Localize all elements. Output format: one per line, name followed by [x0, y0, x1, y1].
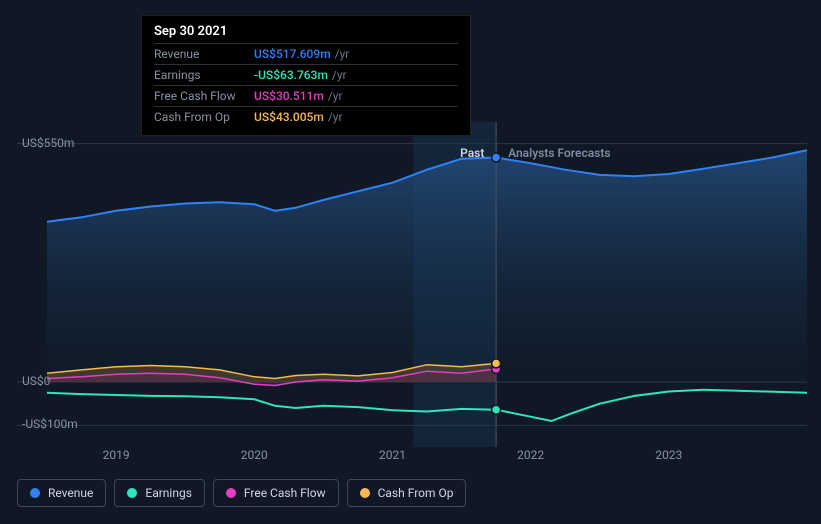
tooltip-suffix: /yr	[332, 68, 347, 82]
legend-dot	[360, 488, 370, 498]
tooltip-label: Revenue	[154, 47, 254, 61]
legend-dot	[226, 488, 236, 498]
tooltip-label: Cash From Op	[154, 110, 254, 124]
tooltip-value: -US$63.763m	[254, 68, 328, 82]
x-axis-label: 2019	[103, 448, 130, 462]
x-axis-label: 2020	[241, 448, 268, 462]
x-axis-label: 2022	[517, 448, 544, 462]
legend-dot	[30, 488, 40, 498]
y-axis-label: US$550m	[22, 136, 74, 150]
tooltip-value: US$43.005m	[254, 110, 324, 124]
tooltip-suffix: /yr	[335, 47, 350, 61]
financials-chart[interactable]: -US$100m US$0 US$550m 2019 2020 2021 2022 2023…	[17, 122, 807, 462]
hover-tooltip: Sep 30 2021 RevenueUS$517.609m/yrEarning…	[141, 15, 471, 136]
tooltip-row: Earnings-US$63.763m/yr	[154, 64, 458, 85]
legend-dot	[127, 488, 137, 498]
legend-label: Cash From Op	[378, 486, 454, 500]
y-axis-label: -US$100m	[22, 417, 78, 431]
legend-label: Free Cash Flow	[244, 486, 326, 500]
tooltip-suffix: /yr	[328, 89, 343, 103]
tooltip-label: Free Cash Flow	[154, 89, 254, 103]
legend-label: Revenue	[48, 486, 93, 500]
legend-item-earnings[interactable]: Earnings	[114, 479, 205, 507]
legend: Revenue Earnings Free Cash Flow Cash From O…	[17, 479, 466, 507]
legend-item-fcf[interactable]: Free Cash Flow	[213, 479, 339, 507]
legend-item-revenue[interactable]: Revenue	[17, 479, 106, 507]
legend-label: Earnings	[145, 486, 192, 500]
chart-svg	[17, 122, 807, 447]
tooltip-value: US$30.511m	[254, 89, 324, 103]
x-axis-label: 2021	[379, 448, 406, 462]
tooltip-label: Earnings	[154, 68, 254, 82]
tooltip-row: Free Cash FlowUS$30.511m/yr	[154, 85, 458, 106]
tooltip-row: Cash From OpUS$43.005m/yr	[154, 106, 458, 127]
forecast-label: Analysts Forecasts	[508, 146, 610, 160]
tooltip-row: RevenueUS$517.609m/yr	[154, 43, 458, 64]
x-axis-label: 2023	[655, 448, 682, 462]
past-label: Past	[460, 146, 484, 160]
tooltip-suffix: /yr	[328, 110, 343, 124]
tooltip-value: US$517.609m	[254, 47, 331, 61]
tooltip-date: Sep 30 2021	[154, 24, 458, 39]
y-axis-label: US$0	[22, 374, 50, 388]
legend-item-cfo[interactable]: Cash From Op	[347, 479, 467, 507]
